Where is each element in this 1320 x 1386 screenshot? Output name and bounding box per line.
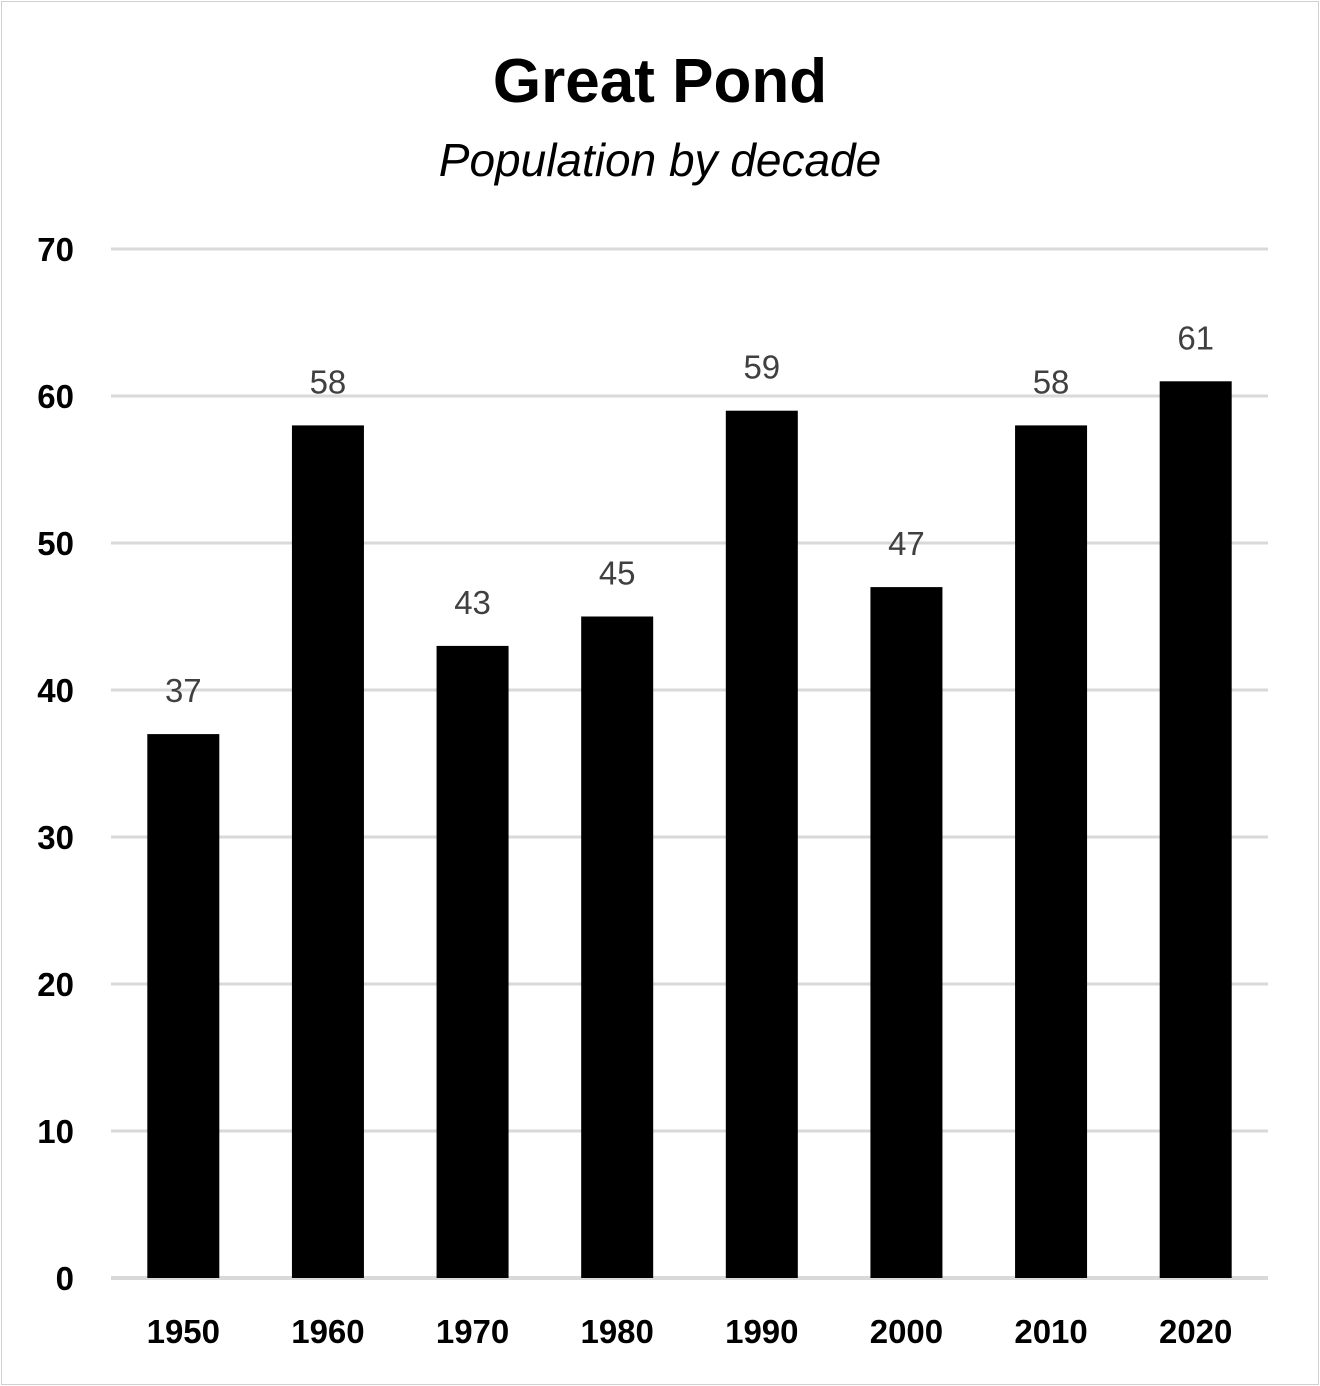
data-labels: 37 58 43 45 59 47 58 61 (165, 319, 1214, 709)
x-tick-label-1990: 1990 (725, 1313, 798, 1350)
data-label-1960: 58 (310, 363, 347, 400)
bar-2000 (870, 587, 943, 1278)
data-label-2020: 61 (1177, 319, 1214, 356)
y-axis: 0 10 20 30 40 50 60 70 (37, 231, 74, 1297)
data-label-1980: 45 (599, 555, 636, 592)
bar-1970 (436, 645, 509, 1278)
data-label-1990: 59 (743, 349, 780, 386)
x-tick-label-2020: 2020 (1159, 1313, 1232, 1350)
y-tick-label: 20 (37, 966, 74, 1003)
data-label-1950: 37 (165, 672, 202, 709)
y-tick-label: 30 (37, 819, 74, 856)
bar-2020 (1159, 381, 1232, 1278)
y-tick-label: 0 (56, 1260, 74, 1297)
bar-1950 (147, 734, 220, 1278)
y-tick-label: 40 (37, 672, 74, 709)
chart-subtitle: Population by decade (438, 134, 882, 186)
y-tick-label: 60 (37, 378, 74, 415)
data-label-2010: 58 (1033, 363, 1070, 400)
y-tick-label: 50 (37, 525, 74, 562)
data-label-2000: 47 (888, 525, 925, 562)
bar-1960 (291, 425, 364, 1278)
y-tick-label: 10 (37, 1113, 74, 1150)
x-tick-label-1960: 1960 (291, 1313, 364, 1350)
gridlines (111, 247, 1268, 1280)
bars (147, 381, 1232, 1278)
x-tick-label-1970: 1970 (436, 1313, 509, 1350)
x-tick-label-1980: 1980 (580, 1313, 653, 1350)
bar-1990 (725, 410, 798, 1278)
bar-1980 (581, 616, 654, 1278)
y-tick-label: 70 (37, 231, 74, 268)
x-tick-label-2000: 2000 (870, 1313, 943, 1350)
bar-2010 (1015, 425, 1088, 1278)
x-tick-label-2010: 2010 (1014, 1313, 1087, 1350)
x-axis: 1950 1960 1970 1980 1990 2000 2010 2020 (147, 1313, 1233, 1350)
data-label-1970: 43 (454, 584, 491, 621)
chart-title: Great Pond (492, 47, 828, 116)
x-tick-label-1950: 1950 (147, 1313, 220, 1350)
